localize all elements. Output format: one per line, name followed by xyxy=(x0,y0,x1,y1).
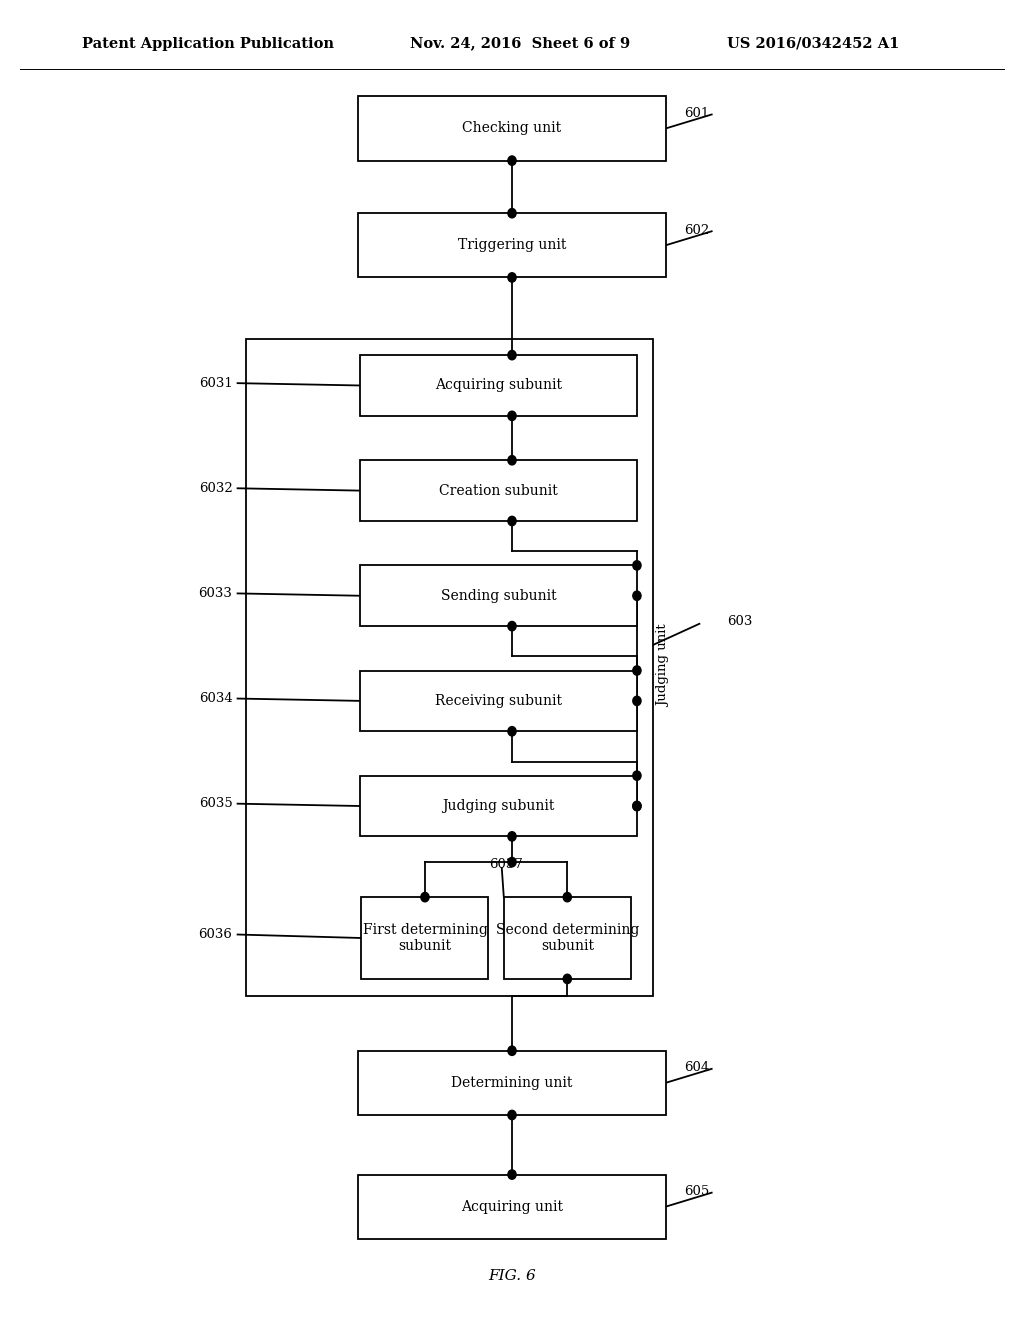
Circle shape xyxy=(633,665,641,676)
Text: 6035: 6035 xyxy=(199,797,232,810)
Text: Acquiring subunit: Acquiring subunit xyxy=(435,379,562,392)
Circle shape xyxy=(508,516,516,525)
Circle shape xyxy=(508,273,516,282)
FancyBboxPatch shape xyxy=(246,339,653,997)
FancyBboxPatch shape xyxy=(358,1175,666,1238)
Text: 603: 603 xyxy=(727,615,753,628)
Text: 6031: 6031 xyxy=(199,376,232,389)
Text: Judging unit: Judging unit xyxy=(657,624,670,708)
Text: 6033: 6033 xyxy=(199,587,232,599)
Text: Nov. 24, 2016  Sheet 6 of 9: Nov. 24, 2016 Sheet 6 of 9 xyxy=(410,37,630,50)
FancyBboxPatch shape xyxy=(360,355,637,416)
Circle shape xyxy=(508,209,516,218)
Text: Sending subunit: Sending subunit xyxy=(441,589,556,603)
Circle shape xyxy=(508,455,516,465)
Circle shape xyxy=(633,561,641,570)
Circle shape xyxy=(563,974,571,983)
Circle shape xyxy=(633,591,641,601)
FancyBboxPatch shape xyxy=(358,1051,666,1115)
Text: Triggering unit: Triggering unit xyxy=(458,239,566,252)
Text: Checking unit: Checking unit xyxy=(463,121,561,136)
Circle shape xyxy=(508,350,516,360)
Circle shape xyxy=(508,622,516,631)
FancyBboxPatch shape xyxy=(360,671,637,731)
FancyBboxPatch shape xyxy=(361,898,488,979)
Circle shape xyxy=(508,726,516,737)
FancyBboxPatch shape xyxy=(504,898,631,979)
Text: US 2016/0342452 A1: US 2016/0342452 A1 xyxy=(727,37,899,50)
Circle shape xyxy=(508,832,516,841)
Text: Acquiring unit: Acquiring unit xyxy=(461,1200,563,1213)
Text: Creation subunit: Creation subunit xyxy=(439,483,558,498)
Text: 6036: 6036 xyxy=(199,928,232,941)
Circle shape xyxy=(508,858,516,867)
Text: Second determining
subunit: Second determining subunit xyxy=(496,923,639,953)
FancyBboxPatch shape xyxy=(360,461,637,521)
Circle shape xyxy=(633,801,641,810)
Circle shape xyxy=(633,771,641,780)
Circle shape xyxy=(563,892,571,902)
Circle shape xyxy=(421,892,429,902)
Text: Determining unit: Determining unit xyxy=(452,1076,572,1090)
Text: 601: 601 xyxy=(684,107,710,120)
Text: Judging subunit: Judging subunit xyxy=(442,799,555,813)
Circle shape xyxy=(508,156,516,165)
Circle shape xyxy=(633,801,641,810)
Text: 6034: 6034 xyxy=(199,692,232,705)
FancyBboxPatch shape xyxy=(358,214,666,277)
Text: First determining
subunit: First determining subunit xyxy=(362,923,487,953)
Text: Receiving subunit: Receiving subunit xyxy=(435,694,562,708)
Circle shape xyxy=(633,696,641,706)
Text: 604: 604 xyxy=(684,1061,710,1074)
Circle shape xyxy=(508,1170,516,1179)
Circle shape xyxy=(508,1110,516,1119)
Text: 602: 602 xyxy=(684,223,710,236)
FancyBboxPatch shape xyxy=(360,776,637,837)
Text: 6037: 6037 xyxy=(489,858,523,871)
FancyBboxPatch shape xyxy=(358,96,666,161)
Circle shape xyxy=(508,412,516,421)
Text: FIG. 6: FIG. 6 xyxy=(488,1269,536,1283)
Circle shape xyxy=(508,1045,516,1056)
Text: 6032: 6032 xyxy=(199,482,232,495)
FancyBboxPatch shape xyxy=(360,565,637,626)
Text: 605: 605 xyxy=(684,1185,710,1199)
Text: Patent Application Publication: Patent Application Publication xyxy=(82,37,334,50)
